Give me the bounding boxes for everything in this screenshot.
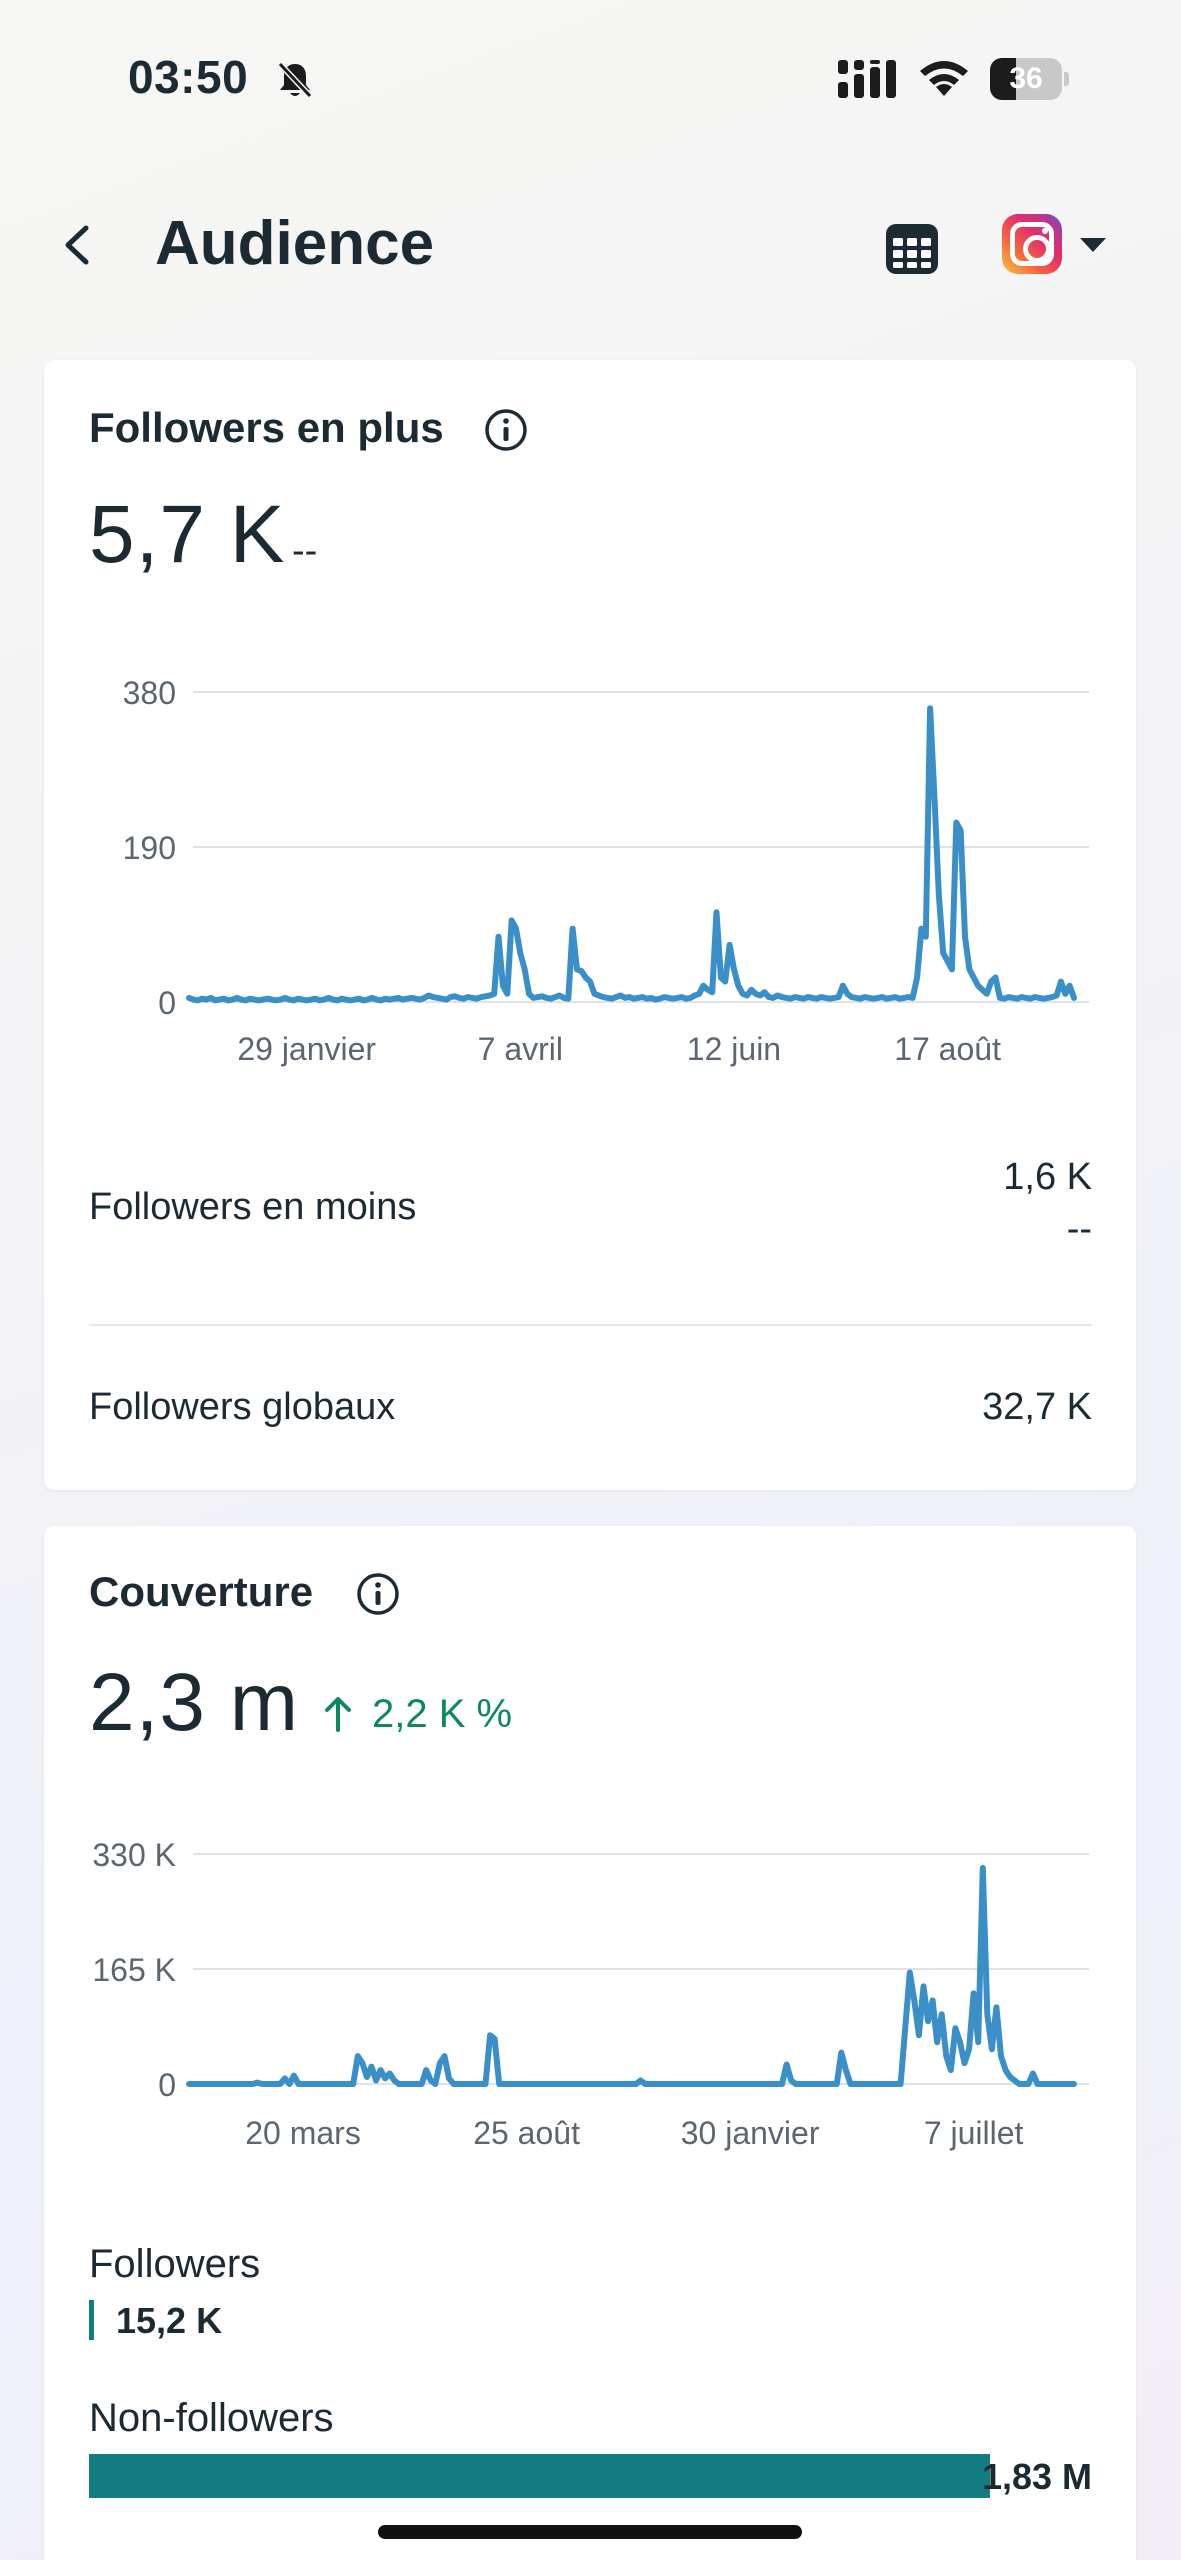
divider (89, 1324, 1092, 1326)
followers-card-title: Followers en plus (89, 404, 444, 451)
x-tick-label: 7 juillet (924, 2115, 1024, 2151)
y-tick-label: 190 (123, 830, 176, 866)
non-followers-breakdown-label: Non-followers (89, 2396, 334, 2440)
followers-delta: -- (292, 530, 318, 572)
caret-down-icon[interactable] (1080, 238, 1106, 252)
wifi-icon (920, 61, 968, 96)
y-tick-label: 330 K (92, 1837, 176, 1873)
battery-icon: 36 (990, 58, 1070, 100)
page-header: Audience (0, 190, 1181, 300)
back-arrow-icon[interactable] (58, 220, 98, 270)
followers-lost-delta: -- (1066, 1208, 1092, 1250)
reach-value: 2,3 m (89, 1657, 300, 1748)
info-icon[interactable] (484, 408, 528, 452)
followers-total-value: 32,7 K (982, 1386, 1092, 1428)
y-tick-label: 0 (158, 985, 176, 1021)
x-tick-label: 20 mars (245, 2115, 361, 2151)
instagram-icon[interactable] (1002, 214, 1062, 274)
x-tick-label: 30 janvier (681, 2115, 820, 2151)
series-line (186, 1864, 1077, 2087)
followers-breakdown-label: Followers (89, 2242, 261, 2286)
reach-card-title: Couverture (89, 1568, 314, 1615)
x-tick-label: 17 août (894, 1031, 1001, 1067)
followers-chart: 380 190 0 29 janvier 7 avril 12 juin 17 août (123, 675, 1089, 1067)
reach-delta: 2,2 K % (372, 1692, 513, 1736)
followers-lost-label: Followers en moins (89, 1186, 417, 1228)
x-tick-label: 7 avril (478, 1031, 563, 1067)
followers-lost-value: 1,6 K (1003, 1156, 1092, 1198)
page-title: Audience (155, 209, 435, 278)
followers-breakdown-bar (89, 2300, 94, 2340)
series-line (186, 705, 1077, 1004)
battery-level: 36 (1009, 62, 1043, 95)
non-followers-breakdown-bar (89, 2454, 990, 2498)
followers-breakdown-value: 15,2 K (116, 2300, 223, 2341)
non-followers-breakdown-value: 1,83 M (981, 2456, 1092, 2497)
y-tick-label: 165 K (92, 1952, 176, 1988)
x-tick-label: 29 janvier (237, 1031, 376, 1067)
reach-chart: 330 K 165 K 0 20 mars 25 août 30 janvier 7 jui… (92, 1837, 1089, 2151)
followers-card: Followers en plus 5,7 K -- 380 190 0 29 jan… (44, 360, 1136, 1490)
reach-card: Couverture 2,3 m 2,2 K % 330 K 165 K 0 20 m… (44, 1526, 1136, 2560)
x-tick-label: 12 juin (687, 1031, 781, 1067)
x-tick-label: 25 août (473, 2115, 580, 2151)
y-tick-label: 0 (158, 2067, 176, 2103)
arrow-up-icon (325, 1697, 351, 1732)
status-time: 03:50 (128, 51, 249, 103)
bell-slash-icon (277, 61, 313, 99)
y-tick-label: 380 (123, 675, 176, 711)
followers-total-label: Followers globaux (89, 1386, 396, 1428)
calendar-icon[interactable] (884, 220, 940, 276)
followers-value: 5,7 K (89, 489, 286, 580)
info-icon[interactable] (356, 1572, 400, 1616)
signal-icon (838, 60, 896, 98)
status-bar: 03:50 36 (0, 0, 1181, 150)
home-indicator[interactable] (378, 2525, 802, 2539)
